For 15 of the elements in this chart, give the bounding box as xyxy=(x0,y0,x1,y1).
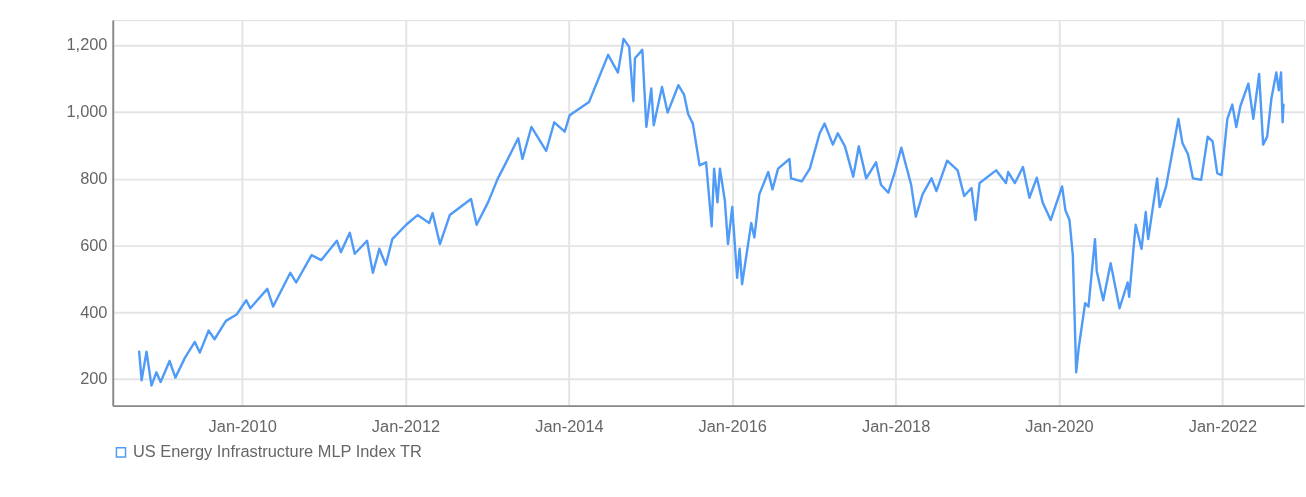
x-tick-label: Jan-2010 xyxy=(208,417,277,436)
line-series xyxy=(137,37,1285,387)
x-tick-label: Jan-2016 xyxy=(698,417,767,436)
legend-label: US Energy Infrastructure MLP Index TR xyxy=(133,442,422,461)
x-tick-label: Jan-2018 xyxy=(862,417,931,436)
y-tick-label: 600 xyxy=(80,235,108,254)
x-tick-label: Jan-2020 xyxy=(1025,417,1094,436)
y-tick-label: 1,200 xyxy=(66,35,108,54)
x-tick-label: Jan-2022 xyxy=(1188,417,1258,436)
y-tick-label: 200 xyxy=(80,369,108,388)
y-tick-label: 1,000 xyxy=(66,102,108,121)
x-tick-label: Jan-2014 xyxy=(535,417,604,436)
y-tick-label: 400 xyxy=(80,302,108,321)
y-tick-label: 800 xyxy=(80,168,108,187)
x-tick-label: Jan-2012 xyxy=(371,417,441,436)
